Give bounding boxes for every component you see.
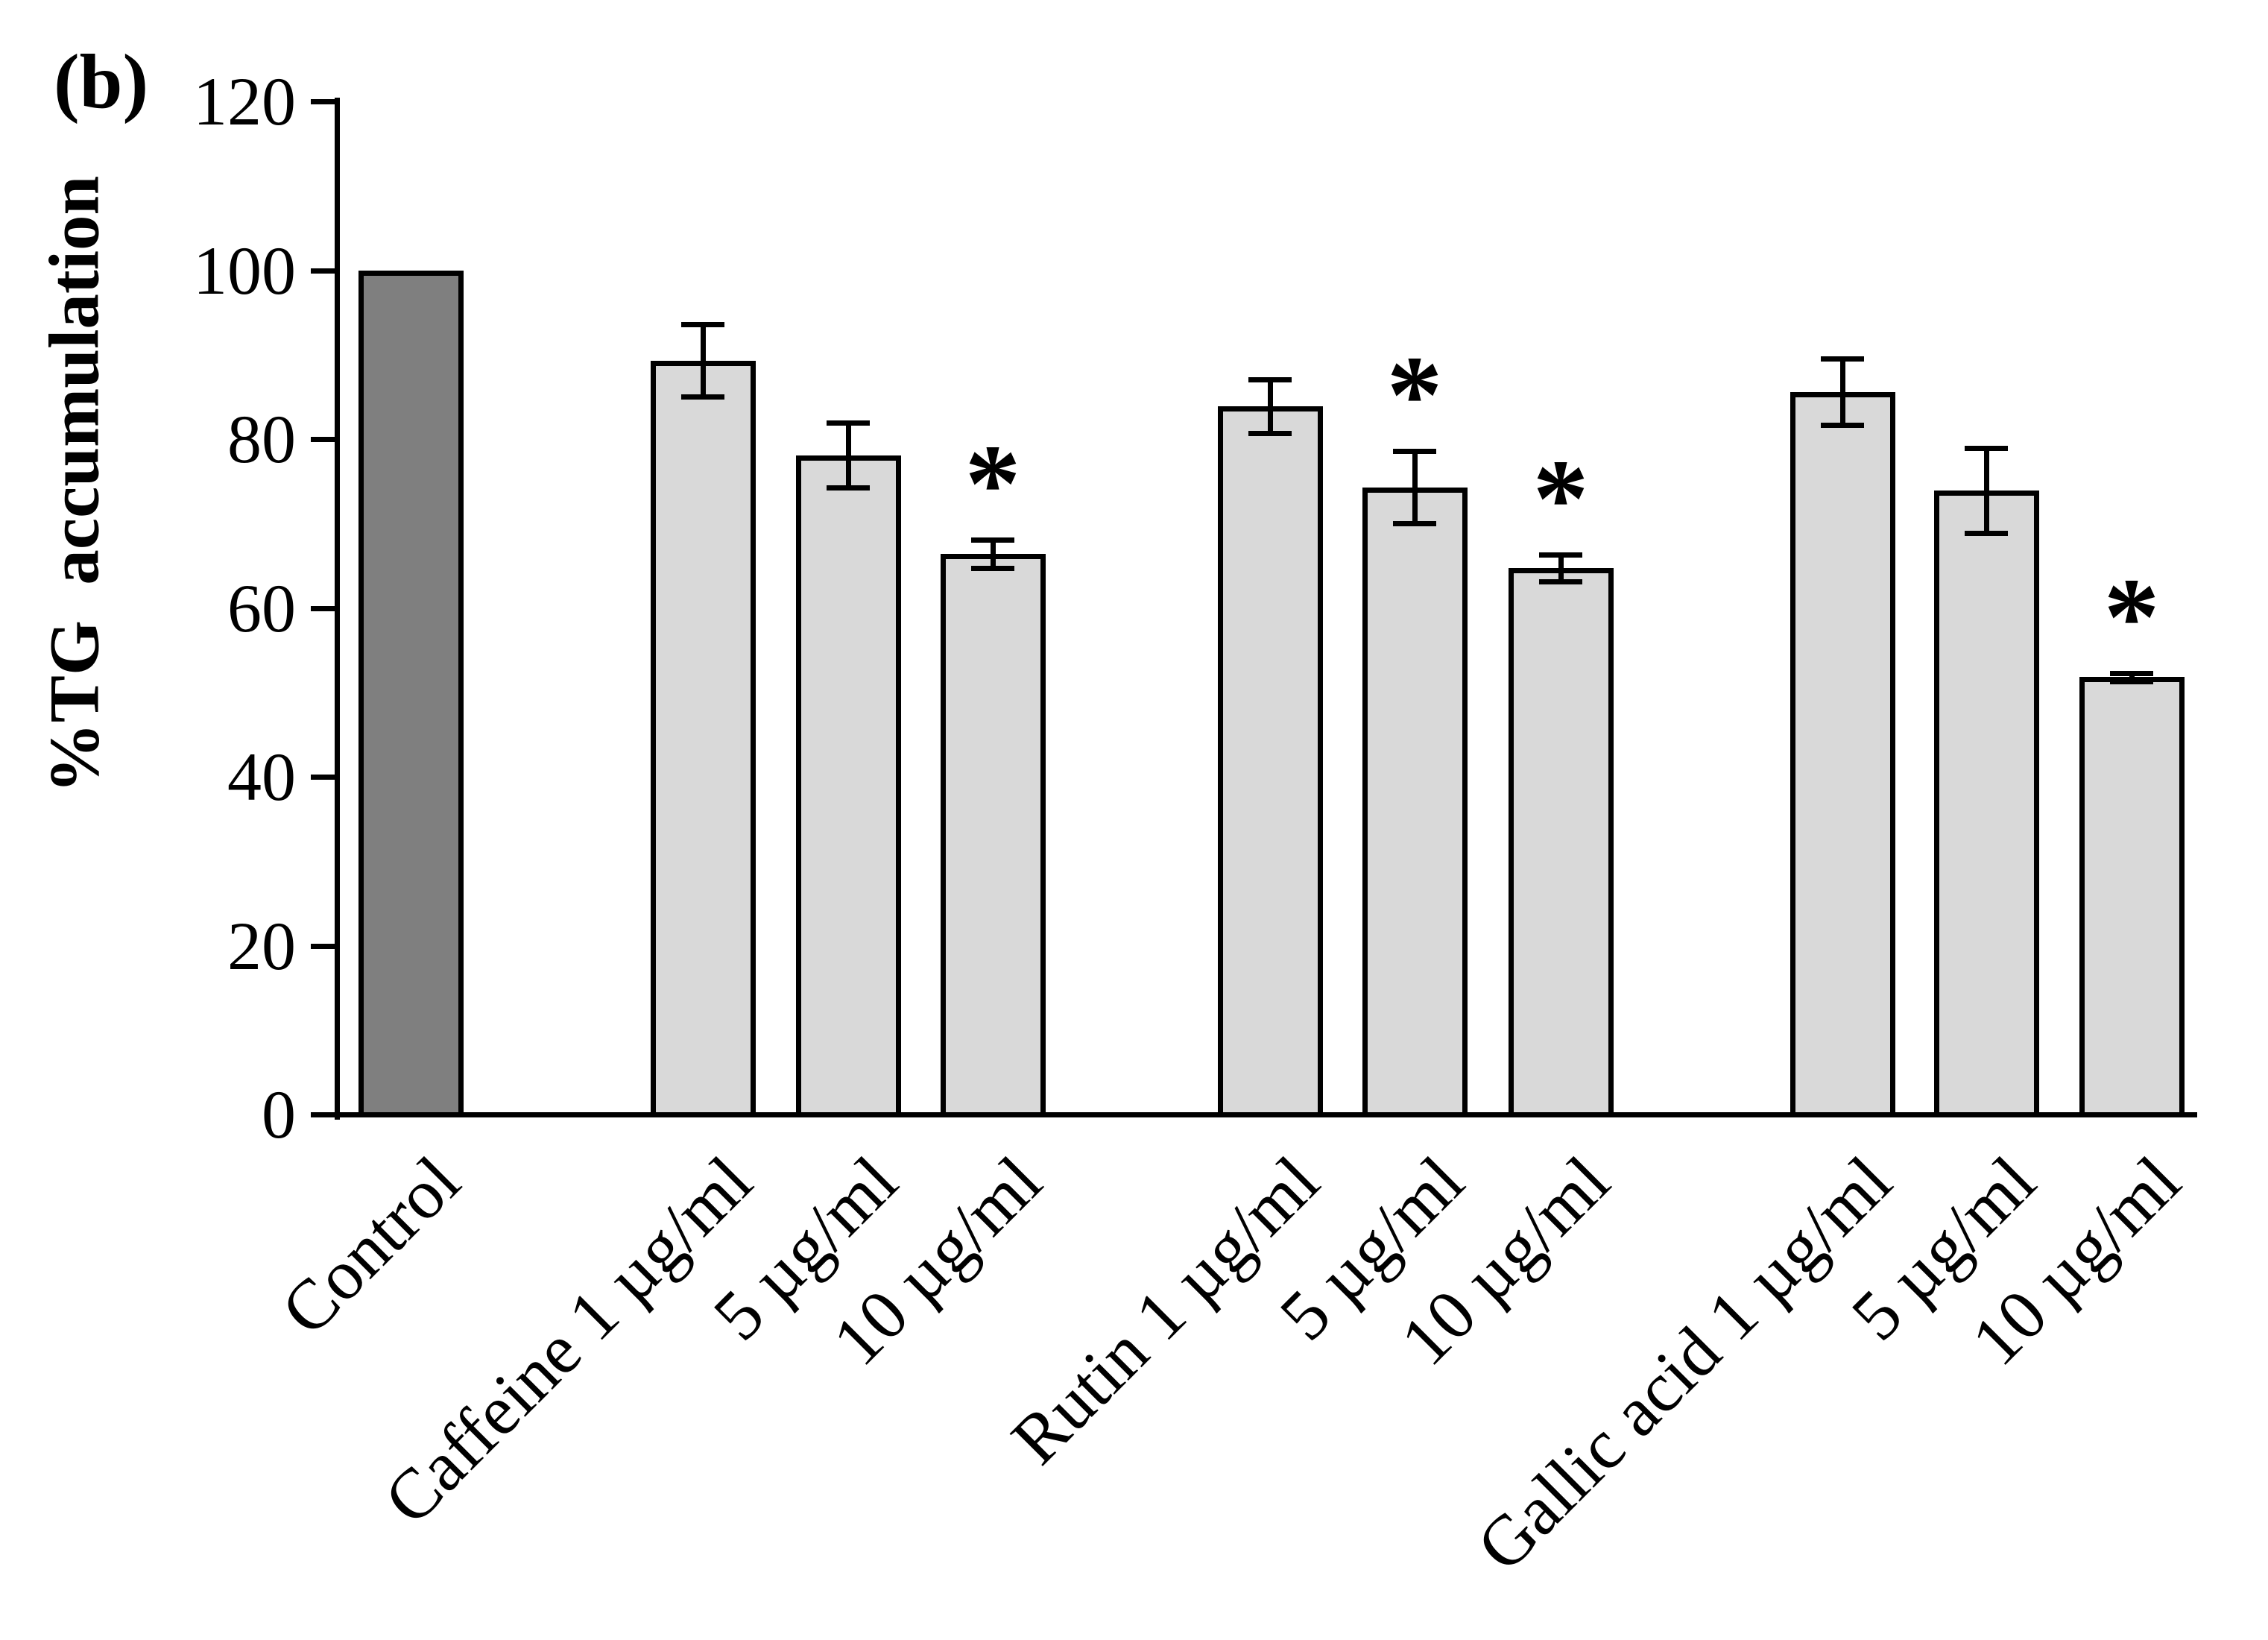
- error-bar-cap-top: [1965, 446, 2008, 452]
- y-axis-line: [335, 98, 340, 1120]
- error-bar-whisker: [1840, 359, 1845, 425]
- x-category-label: Control: [265, 1141, 475, 1350]
- bar: [1217, 406, 1323, 1117]
- error-bar-cap-top: [681, 321, 724, 327]
- bar: [358, 270, 464, 1117]
- error-bar-whisker: [1268, 379, 1273, 434]
- error-bar-cap-bottom: [2110, 679, 2153, 685]
- bar: [1508, 568, 1614, 1117]
- bar: [940, 554, 1046, 1117]
- error-bar-cap-bottom: [1248, 431, 1292, 437]
- bar: [1933, 491, 2039, 1117]
- y-tick-mark: [311, 437, 335, 442]
- y-tick-label: 40: [227, 739, 296, 815]
- y-tick-label: 100: [193, 232, 296, 309]
- bar: [795, 455, 901, 1117]
- y-tick-mark: [311, 775, 335, 780]
- significance-asterisk: *: [1386, 332, 1443, 457]
- significance-asterisk: *: [2103, 555, 2160, 679]
- error-bar-cap-bottom: [1539, 579, 1582, 585]
- y-tick-label: 80: [227, 401, 296, 477]
- bar: [1790, 391, 1895, 1117]
- error-bar-whisker: [1412, 450, 1418, 524]
- significance-asterisk: *: [1532, 437, 1589, 561]
- y-tick-label: 120: [193, 63, 296, 139]
- error-bar-whisker: [846, 423, 851, 488]
- y-axis-title: %TG accumulation: [34, 175, 114, 794]
- panel-label: (b): [54, 39, 149, 124]
- error-bar-cap-bottom: [971, 566, 1014, 572]
- error-bar-whisker: [1984, 448, 1989, 533]
- y-tick-mark: [311, 268, 335, 274]
- error-bar-cap-bottom: [681, 394, 724, 400]
- y-tick-mark: [311, 943, 335, 949]
- error-bar-cap-top: [827, 420, 870, 426]
- bar: [2079, 677, 2185, 1117]
- error-bar-cap-bottom: [827, 485, 870, 491]
- y-tick-label: 0: [262, 1076, 296, 1152]
- error-bar-whisker: [701, 324, 706, 397]
- bar: [1362, 487, 1468, 1117]
- error-bar-cap-top: [1821, 356, 1864, 362]
- error-bar-cap-bottom: [1821, 422, 1864, 428]
- error-bar-whisker: [1558, 555, 1564, 582]
- error-bar-cap-bottom: [1965, 530, 2008, 536]
- error-bar-cap-bottom: [1393, 521, 1436, 527]
- y-tick-mark: [311, 605, 335, 611]
- y-tick-mark: [311, 99, 335, 104]
- error-bar-cap-top: [2110, 670, 2153, 676]
- error-bar-cap-top: [1248, 376, 1292, 382]
- error-bar-cap-top: [971, 537, 1014, 543]
- bar: [650, 360, 756, 1117]
- y-tick-label: 60: [227, 570, 296, 646]
- error-bar-cap-top: [1539, 552, 1582, 558]
- error-bar-cap-top: [1393, 448, 1436, 454]
- y-tick-label: 20: [227, 907, 296, 984]
- error-bar-whisker: [2129, 672, 2135, 681]
- y-tick-mark: [311, 1112, 335, 1117]
- error-bar-whisker: [991, 539, 996, 569]
- significance-asterisk: *: [964, 421, 1021, 546]
